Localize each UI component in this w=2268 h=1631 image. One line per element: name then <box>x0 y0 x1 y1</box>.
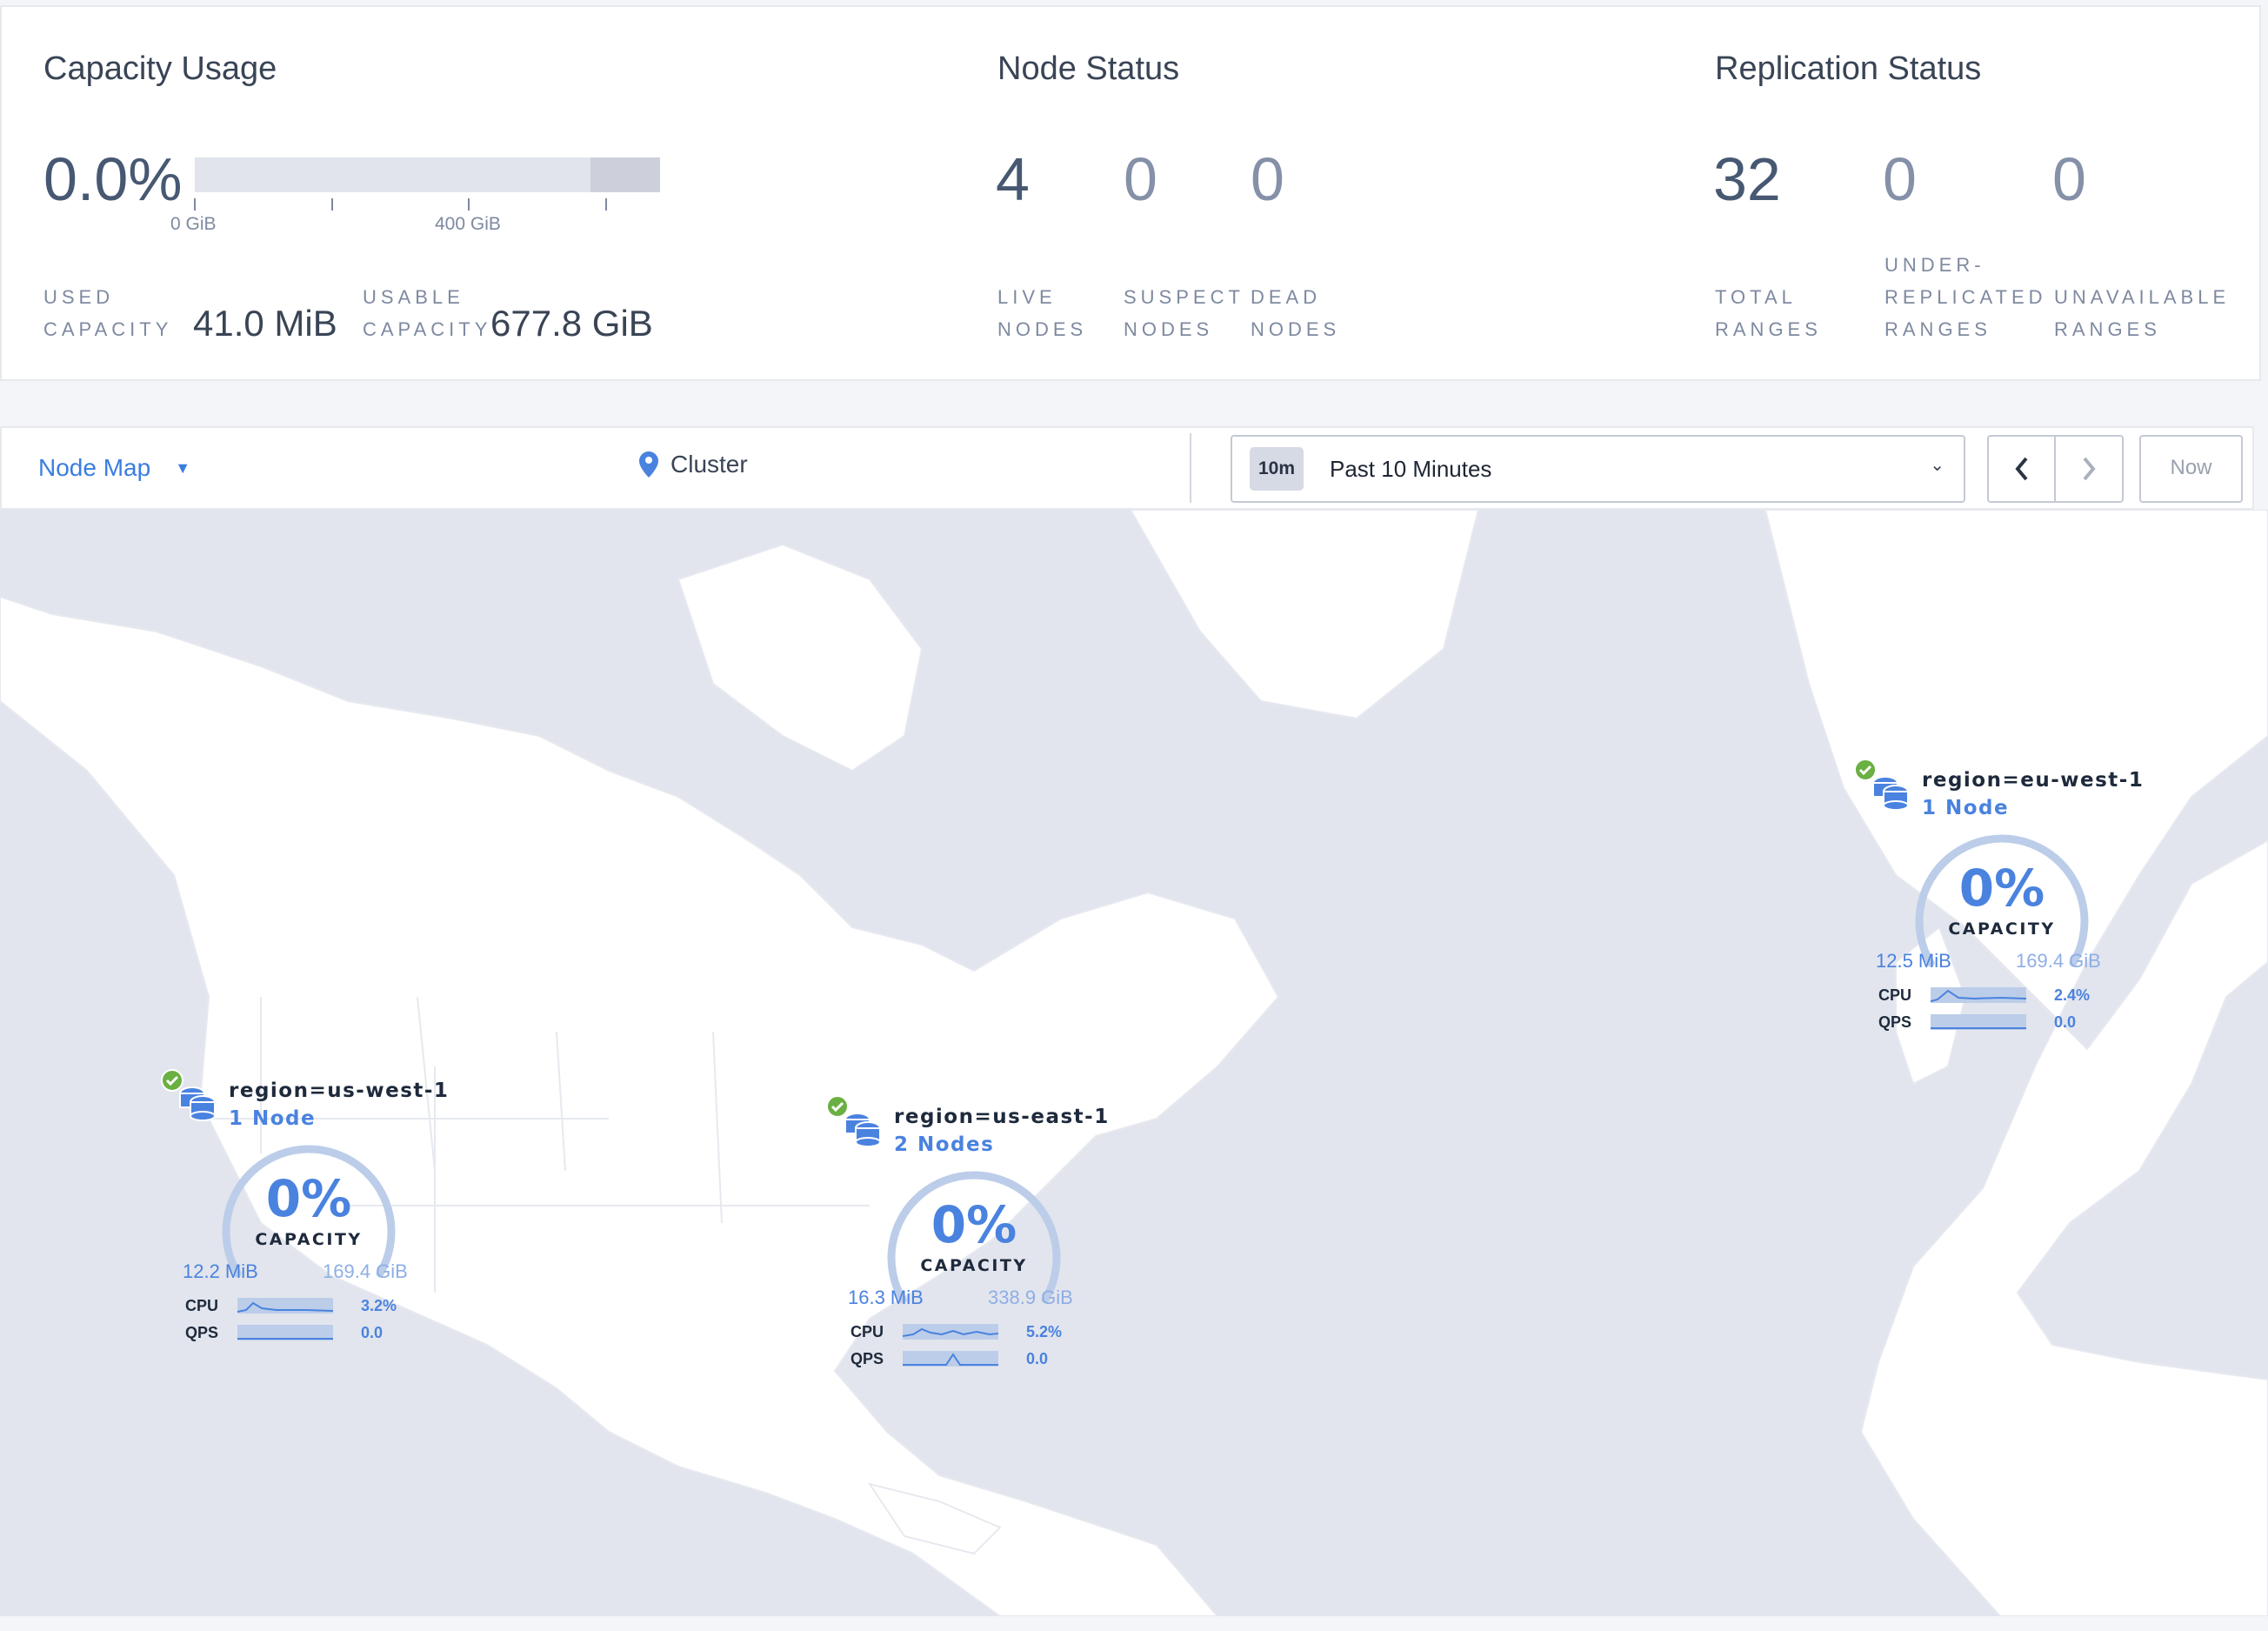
region-node-count[interactable]: 1 Node <box>1922 797 2010 819</box>
used-value: 41.0 MiB <box>193 303 337 344</box>
total-capacity: 169.4 GiB <box>323 1260 408 1282</box>
region-marker-us-west-1[interactable]: region=us-west-1 1 Node 0% CAPACITY 12.2… <box>161 1069 448 1365</box>
cpu-sparkline <box>237 1298 334 1313</box>
region-marker-eu-west-1[interactable]: region=eu-west-1 1 Node 0% CAPACITY 12.5… <box>1854 759 2143 1054</box>
replication-title: Replication Status <box>1715 50 1982 87</box>
qps-value: 0.0 <box>361 1324 384 1341</box>
used-label: USED <box>43 286 115 308</box>
map-toolbar: Node Map ▼ Cluster 10m Past 10 Minutes ⌄… <box>0 426 2254 510</box>
qps-label: QPS <box>185 1324 219 1341</box>
capacity-title: Capacity Usage <box>43 50 277 87</box>
cpu-value: 5.2% <box>1026 1323 1063 1340</box>
region-node-count[interactable]: 1 Node <box>229 1107 317 1130</box>
node-map[interactable]: region=us-west-1 1 Node 0% CAPACITY 12.2… <box>0 510 2268 1616</box>
database-icon <box>179 1086 216 1121</box>
chevron-down-icon: ⌄ <box>1930 456 1944 475</box>
qps-label: QPS <box>1878 1013 1912 1031</box>
cpu-sparkline <box>1930 987 2027 1003</box>
dead-nodes-label: DEAD NODES <box>1251 286 1341 340</box>
chevron-right-icon <box>2083 457 2096 481</box>
healthy-check-icon <box>1854 759 1877 781</box>
cpu-label: CPU <box>185 1297 219 1314</box>
total-capacity: 338.9 GiB <box>988 1287 1073 1308</box>
region-node-count[interactable]: 2 Nodes <box>894 1133 995 1156</box>
capacity-gauge <box>222 1145 396 1278</box>
qps-value: 0.0 <box>2054 1013 2077 1031</box>
dead-nodes-count: 0 <box>1251 145 1284 213</box>
next-button[interactable] <box>2056 437 2122 501</box>
unavailable-label: UNAVAILABLE RANGES <box>2054 286 2231 340</box>
previous-button[interactable] <box>1989 437 2056 501</box>
capacity-percent: 0% <box>931 1195 1017 1254</box>
capacity-gauge <box>887 1171 1061 1304</box>
cpu-sparkline <box>902 1324 999 1340</box>
view-dropdown[interactable]: Node Map ▼ <box>38 454 190 482</box>
used-capacity: 16.3 MiB <box>848 1287 924 1308</box>
region-name: region=eu-west-1 <box>1922 769 2145 792</box>
usable-value: 677.8 GiB <box>490 303 653 344</box>
capacity-label: CAPACITY <box>1948 919 2056 939</box>
capacity-label: CAPACITY <box>920 1256 1028 1275</box>
total-ranges-label: TOTAL RANGES <box>1715 286 1822 340</box>
qps-sparkline <box>237 1325 333 1340</box>
tick-label: 0 GiB <box>170 214 217 234</box>
capacity-gauge <box>1915 834 2089 967</box>
region-marker-us-east-1[interactable]: region=us-east-1 2 Nodes 0% CAPACITY 16.… <box>826 1095 1108 1391</box>
usable-label: CAPACITY <box>363 318 492 340</box>
breadcrumb-cluster: Cluster <box>670 451 748 478</box>
tick-label: 400 GiB <box>435 214 501 234</box>
world-map <box>0 510 2268 1616</box>
used-label: CAPACITY <box>43 318 173 340</box>
database-icon <box>1872 776 1909 811</box>
healthy-check-icon <box>826 1095 849 1118</box>
usable-label: USABLE <box>363 286 464 308</box>
summary-card: Capacity Usage 0.0% 0 GiB 400 GiB USED CA… <box>0 5 2261 381</box>
caret-down-icon: ▼ <box>175 458 191 477</box>
suspect-nodes-label: SUSPECT NODES <box>1124 286 1244 340</box>
total-ranges-count: 32 <box>1713 145 1781 213</box>
capacity-label: CAPACITY <box>255 1230 363 1249</box>
used-capacity: 12.2 MiB <box>183 1260 258 1282</box>
cpu-value: 3.2% <box>361 1297 397 1314</box>
cpu-value: 2.4% <box>2054 986 2091 1004</box>
qps-value: 0.0 <box>1026 1350 1049 1367</box>
capacity-percent: 0% <box>265 1169 352 1228</box>
time-badge: 10m <box>1250 447 1304 491</box>
capacity-percent: 0% <box>1958 859 2045 918</box>
region-name: region=us-west-1 <box>229 1080 450 1102</box>
unavailable-count: 0 <box>2052 145 2086 213</box>
cpu-label: CPU <box>850 1323 884 1340</box>
time-range-value: Past 10 Minutes <box>1330 456 1492 482</box>
database-icon <box>844 1113 881 1147</box>
capacity-percent: 0.0% <box>43 145 183 213</box>
region-name: region=us-east-1 <box>894 1106 1110 1128</box>
time-range-select[interactable]: 10m Past 10 Minutes ⌄ <box>1231 435 1965 503</box>
location-pin-icon <box>639 451 658 478</box>
qps-label: QPS <box>850 1350 884 1367</box>
chevron-left-icon <box>2014 457 2028 481</box>
capacity-bar <box>195 157 660 192</box>
cpu-label: CPU <box>1878 986 1912 1004</box>
total-capacity: 169.4 GiB <box>2016 950 2101 972</box>
live-nodes-count: 4 <box>996 145 1030 213</box>
healthy-check-icon <box>161 1069 183 1092</box>
qps-sparkline <box>903 1351 998 1367</box>
breadcrumb[interactable]: Cluster <box>639 451 748 478</box>
view-label: Node Map <box>38 454 151 481</box>
live-nodes-label: LIVE NODES <box>997 286 1088 340</box>
used-capacity: 12.5 MiB <box>1876 950 1951 972</box>
under-replicated-count: 0 <box>1883 145 1917 213</box>
qps-sparkline <box>1931 1014 2026 1030</box>
node-status-title: Node Status <box>997 50 1180 87</box>
under-replicated-label: UNDER- REPLICATED RANGES <box>1884 254 2047 340</box>
suspect-nodes-count: 0 <box>1124 145 1157 213</box>
now-button[interactable]: Now <box>2139 435 2243 503</box>
